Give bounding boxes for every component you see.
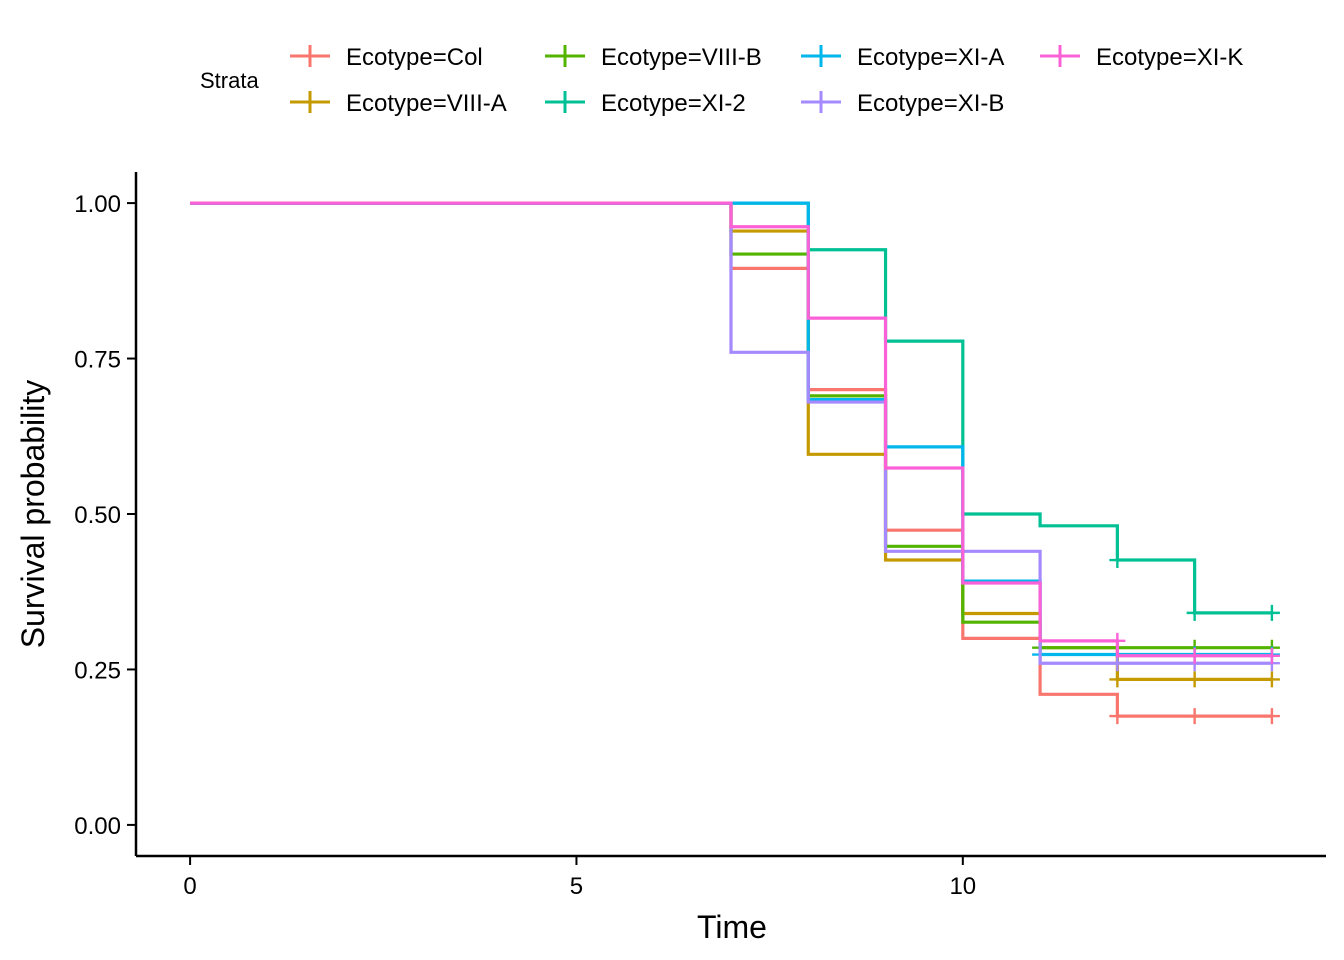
series-ecotype-xi-2	[190, 201, 1280, 621]
legend-label: Ecotype=VIII-B	[601, 44, 762, 71]
legend-item: Ecotype=VIII-A	[290, 90, 507, 117]
legend-key	[545, 45, 585, 67]
censor-mark	[1109, 632, 1126, 649]
legend-item: Ecotype=XI-B	[801, 90, 1004, 117]
x-tick-label: 0	[183, 873, 196, 900]
series-ecotype-xi-b	[190, 201, 1280, 672]
legend-label: Ecotype=XI-B	[857, 90, 1004, 117]
legend-item: Ecotype=Col	[290, 44, 483, 71]
censor-mark	[1186, 647, 1203, 664]
y-tick-label: 0.50	[74, 502, 121, 529]
x-tick-label: 10	[949, 873, 976, 900]
y-axis-title: Survival probability	[15, 380, 51, 649]
survival-step-line	[190, 201, 1272, 718]
legend-key	[801, 91, 841, 113]
survival-step-line	[190, 201, 1272, 665]
y-tick-label: 0.25	[74, 657, 121, 684]
censor-mark	[1186, 604, 1203, 621]
legend-key	[545, 91, 585, 113]
censor-mark	[1263, 647, 1280, 664]
plot-area	[190, 201, 1280, 725]
series-ecotype-viii-a	[190, 201, 1280, 688]
censor-mark	[1109, 671, 1126, 688]
legend-title: Strata	[200, 68, 259, 93]
censor-mark	[1263, 671, 1280, 688]
series-ecotype-viii-b	[190, 201, 1280, 656]
legend-item: Ecotype=VIII-B	[545, 44, 762, 71]
legend-key	[290, 45, 330, 67]
censor-mark	[1263, 604, 1280, 621]
legend-key	[801, 45, 841, 67]
y-tick-label: 0.00	[74, 813, 121, 840]
legend-label: Ecotype=Col	[346, 44, 483, 71]
legend-key	[1040, 45, 1080, 67]
legend: Strata Ecotype=Col Ecotype=VIII-A Ecotype=…	[200, 44, 1243, 117]
survival-step-line	[190, 201, 1272, 658]
y-tick-label: 1.00	[74, 191, 121, 218]
censor-mark	[1109, 552, 1126, 569]
legend-label: Ecotype=XI-2	[601, 90, 746, 117]
legend-label: Ecotype=XI-A	[857, 44, 1004, 71]
censor-mark	[1186, 671, 1203, 688]
survival-step-line	[190, 201, 1272, 615]
legend-label: Ecotype=VIII-A	[346, 90, 507, 117]
series-ecotype-xi-k	[190, 201, 1280, 664]
censor-mark	[1109, 708, 1126, 725]
censor-mark	[1186, 708, 1203, 725]
y-tick-label: 0.75	[74, 347, 121, 374]
series-ecotype-col	[190, 201, 1280, 725]
legend-label: Ecotype=XI-K	[1096, 44, 1243, 71]
legend-item: Ecotype=XI-2	[545, 90, 746, 117]
x-axis-title: Time	[697, 909, 767, 945]
series-ecotype-xi-a	[190, 201, 1280, 663]
legend-item: Ecotype=XI-K	[1040, 44, 1243, 71]
x-tick-label: 5	[570, 873, 583, 900]
legend-key	[290, 91, 330, 113]
censor-mark	[1263, 708, 1280, 725]
legend-item: Ecotype=XI-A	[801, 44, 1004, 71]
censor-mark	[1109, 655, 1126, 672]
axes: Time Survival probability 0 5 10 0.00 0.25 0.…	[15, 172, 1326, 945]
